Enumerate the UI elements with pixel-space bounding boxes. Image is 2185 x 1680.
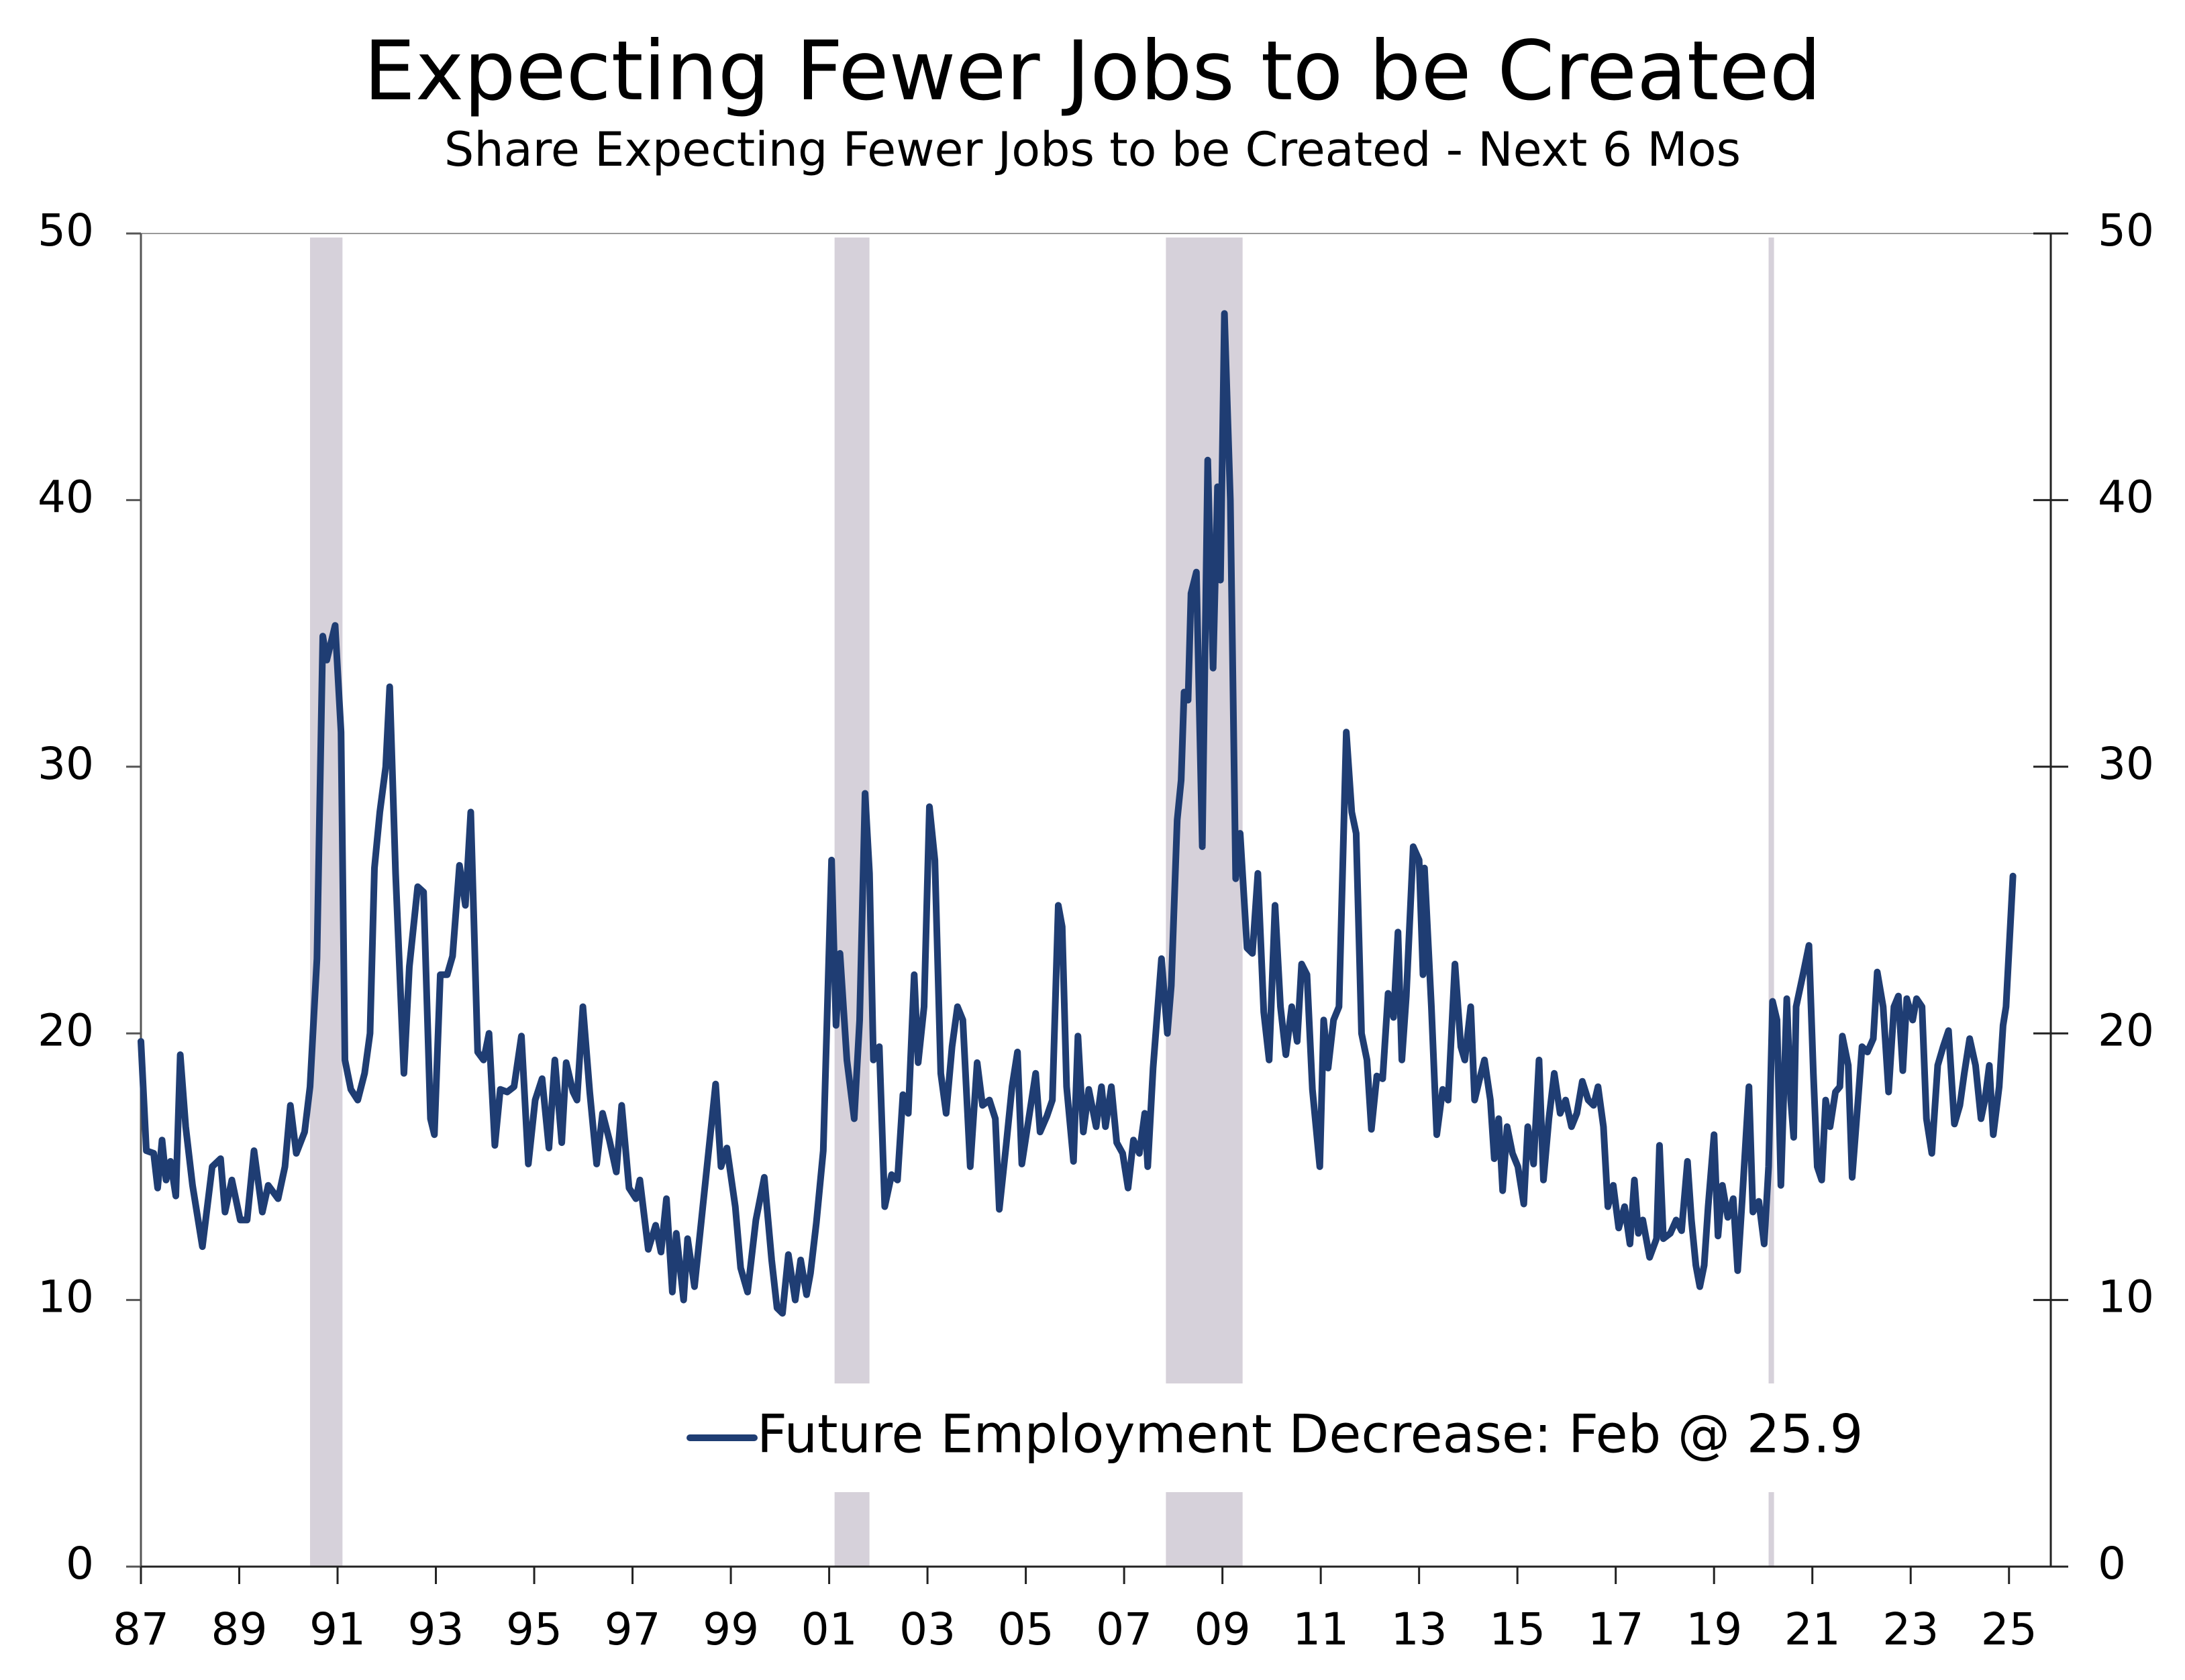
x-tick-label: 95	[506, 1604, 562, 1655]
y-tick-label: 40	[38, 471, 94, 523]
x-tick-label: 07	[1096, 1604, 1152, 1655]
chart-title: Expecting Fewer Jobs to be Created	[364, 23, 1821, 119]
y-tick-label: 20	[38, 1004, 94, 1056]
y2-tick-label: 50	[2098, 205, 2154, 256]
y2-tick-label: 20	[2098, 1004, 2154, 1056]
x-tick-label: 15	[1489, 1604, 1545, 1655]
y-tick-label: 50	[38, 205, 94, 256]
y2-tick-label: 30	[2098, 738, 2154, 790]
x-tick-label: 13	[1391, 1604, 1447, 1655]
y-tick-label: 10	[38, 1271, 94, 1323]
plot-layer: Future Employment Decrease: Feb @ 25.9	[138, 310, 2017, 1465]
x-tick-label: 01	[801, 1604, 858, 1655]
x-tick-label: 89	[211, 1604, 268, 1655]
legend-label: Future Employment Decrease: Feb @ 25.9	[757, 1404, 1863, 1465]
chart-subtitle: Share Expecting Fewer Jobs to be Created…	[444, 122, 1741, 177]
y2-tick-label: 0	[2098, 1538, 2126, 1589]
x-tick-label: 17	[1588, 1604, 1644, 1655]
legend-background	[664, 1383, 2047, 1492]
x-tick-label: 09	[1195, 1604, 1251, 1655]
x-tick-label: 99	[703, 1604, 759, 1655]
x-tick-label: 93	[408, 1604, 464, 1655]
axes: 0 10 20 30 40 50 0 10 20 30 40 50 87 89 91 93 95 97 99 01 03…	[38, 205, 2154, 1655]
x-tick-label: 91	[309, 1604, 366, 1655]
y2-tick-label: 40	[2098, 471, 2154, 523]
recession-band	[1768, 238, 1774, 1567]
x-tick-label: 19	[1686, 1604, 1742, 1655]
x-tick-label: 21	[1784, 1604, 1841, 1655]
x-tick-label: 97	[605, 1604, 661, 1655]
x-tick-label: 05	[998, 1604, 1054, 1655]
x-tick-label: 11	[1292, 1604, 1349, 1655]
x-tick-label: 25	[1981, 1604, 2037, 1655]
y2-tick-label: 10	[2098, 1271, 2154, 1323]
x-tick-label: 87	[113, 1604, 169, 1655]
x-tick-label: 03	[899, 1604, 956, 1655]
x-tick-label: 23	[1882, 1604, 1939, 1655]
recession-layer	[310, 238, 1774, 1567]
series-line	[138, 310, 2017, 1317]
y-tick-label: 0	[66, 1538, 94, 1589]
y-tick-label: 30	[38, 738, 94, 790]
